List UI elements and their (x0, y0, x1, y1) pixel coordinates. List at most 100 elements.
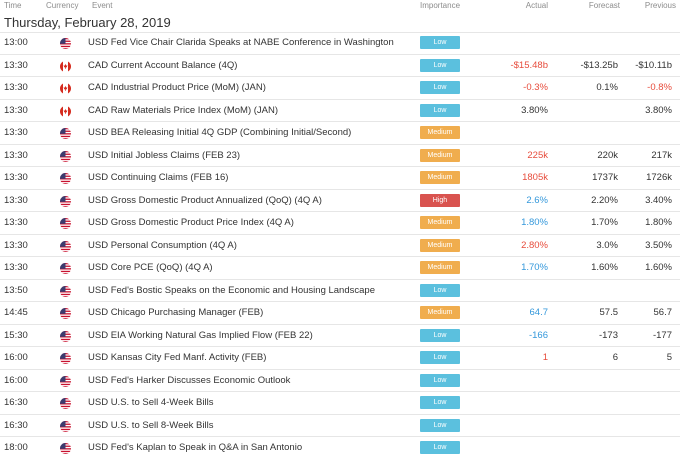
table-row[interactable]: 16:30 USD U.S. to Sell 8-Week Bills Low (0, 415, 680, 437)
event-time: 13:00 (4, 37, 28, 48)
importance-badge: Low (420, 373, 460, 387)
event-name[interactable]: USD U.S. to Sell 4-Week Bills (88, 397, 214, 408)
ca-flag-icon (60, 105, 71, 117)
event-name[interactable]: CAD Industrial Product Price (MoM) (JAN) (88, 82, 266, 93)
event-name[interactable]: CAD Current Account Balance (4Q) (88, 59, 238, 71)
table-row[interactable]: 16:00 USD Fed's Harker Discusses Economi… (0, 370, 680, 392)
us-flag-icon (60, 353, 71, 364)
importance-badge: Low (420, 58, 460, 72)
event-time: 13:30 (4, 217, 28, 228)
event-name[interactable]: USD Continuing Claims (FEB 16) (88, 172, 229, 183)
previous-value: 1726k (646, 172, 672, 183)
event-time: 13:30 (4, 104, 28, 116)
us-flag-icon (60, 195, 71, 207)
us-flag-icon (60, 308, 71, 319)
table-row[interactable]: 14:45 USD Chicago Purchasing Manager (FE… (0, 302, 680, 325)
column-header-forecast[interactable]: Forecast (588, 1, 620, 10)
us-flag-icon (60, 263, 71, 274)
actual-value: -$15.48b (510, 59, 548, 71)
importance-badge: Low (420, 36, 460, 49)
column-header-importance[interactable]: Importance (420, 1, 461, 10)
table-row[interactable]: 13:00 USD Fed Vice Chair Clarida Speaks … (0, 32, 680, 55)
table-row[interactable]: 13:30 USD Gross Domestic Product Annuali… (0, 190, 680, 212)
importance-badge: Medium (420, 171, 460, 184)
event-name[interactable]: USD Fed's Kaplan to Speak in Q&A in San … (88, 442, 303, 453)
table-row[interactable]: 13:50 USD Fed's Bostic Speaks on the Eco… (0, 280, 680, 302)
importance-badge: Low (420, 103, 460, 117)
table-row[interactable]: 16:00 USD Kansas City Fed Manf. Activity… (0, 347, 680, 370)
event-name[interactable]: USD Chicago Purchasing Manager (FEB) (88, 307, 264, 318)
actual-value: -166 (528, 329, 548, 341)
event-name[interactable]: USD U.S. to Sell 8-Week Bills (88, 419, 214, 431)
event-time: 13:30 (4, 262, 28, 273)
importance-badge: Low (420, 351, 460, 364)
importance-badge: Medium (420, 216, 460, 229)
actual-value: 64.7 (529, 307, 549, 318)
table-row[interactable]: 13:30 USD Continuing Claims (FEB 16) Med… (0, 167, 680, 190)
event-name[interactable]: USD EIA Working Natural Gas Implied Flow… (88, 329, 313, 341)
table-row[interactable]: 13:30 CAD Raw Materials Price Index (MoM… (0, 100, 680, 122)
importance-badge: Medium (420, 238, 460, 252)
event-time: 16:30 (4, 419, 28, 431)
table-row[interactable]: 13:30 CAD Current Account Balance (4Q) L… (0, 55, 680, 77)
column-header-time[interactable]: Time (4, 1, 22, 10)
table-row[interactable]: 13:30 USD Core PCE (QoQ) (4Q A) Medium 1… (0, 257, 680, 280)
actual-value: 1805k (522, 172, 548, 183)
us-flag-icon (60, 398, 71, 409)
event-time: 16:00 (4, 374, 28, 386)
forecast-value: 1737k (592, 172, 618, 183)
event-name[interactable]: USD Personal Consumption (4Q A) (88, 239, 237, 251)
forecast-value: 220k (597, 149, 618, 161)
us-flag-icon (60, 218, 71, 229)
table-row[interactable]: 13:30 USD BEA Releasing Initial 4Q GDP (… (0, 122, 680, 145)
table-row[interactable]: 18:00 USD Fed's Kaplan to Speak in Q&A i… (0, 437, 680, 459)
forecast-value: 57.5 (599, 307, 619, 318)
importance-badge: Low (420, 328, 460, 342)
column-header-previous[interactable]: Previous (644, 1, 676, 10)
event-time: 16:30 (4, 397, 28, 408)
previous-value: 3.50% (645, 239, 672, 251)
importance-badge: Medium (420, 261, 460, 274)
us-flag-icon (60, 420, 71, 432)
event-time: 14:45 (4, 307, 28, 318)
actual-value: 3.80% (521, 104, 548, 116)
importance-badge: High (420, 193, 460, 207)
table-row[interactable]: 13:30 USD Personal Consumption (4Q A) Me… (0, 235, 680, 257)
column-header-actual[interactable]: Actual (525, 1, 548, 10)
table-header: Time Currency Event Importance Actual Fo… (0, 0, 680, 12)
column-header-event[interactable]: Event (92, 1, 113, 10)
event-time: 18:00 (4, 442, 28, 453)
event-name[interactable]: USD Fed's Harker Discusses Economic Outl… (88, 374, 291, 386)
previous-value: 5 (666, 352, 672, 363)
table-row[interactable]: 15:30 USD EIA Working Natural Gas Implie… (0, 325, 680, 347)
previous-value: -177 (652, 329, 672, 341)
table-row[interactable]: 13:30 USD Gross Domestic Product Price I… (0, 212, 680, 235)
column-header-currency[interactable]: Currency (46, 1, 79, 10)
importance-badge: Low (420, 396, 460, 409)
table-row[interactable]: 13:30 CAD Industrial Product Price (MoM)… (0, 77, 680, 100)
event-name[interactable]: USD BEA Releasing Initial 4Q GDP (Combin… (88, 127, 352, 138)
table-row[interactable]: 16:30 USD U.S. to Sell 4-Week Bills Low (0, 392, 680, 415)
actual-value: 2.6% (526, 194, 548, 206)
event-name[interactable]: USD Gross Domestic Product Price Index (… (88, 217, 294, 228)
forecast-value: 3.0% (596, 239, 618, 251)
previous-value: 3.80% (645, 104, 672, 116)
event-name[interactable]: CAD Raw Materials Price Index (MoM) (JAN… (88, 104, 279, 116)
table-row[interactable]: 13:30 USD Initial Jobless Claims (FEB 23… (0, 145, 680, 167)
event-name[interactable]: USD Core PCE (QoQ) (4Q A) (88, 262, 213, 273)
event-name[interactable]: USD Initial Jobless Claims (FEB 23) (88, 149, 241, 161)
event-time: 13:30 (4, 149, 28, 161)
event-time: 13:30 (4, 194, 28, 206)
previous-value: -0.8% (647, 82, 672, 93)
previous-value: 217k (651, 149, 672, 161)
events-table: 13:00 USD Fed Vice Chair Clarida Speaks … (0, 32, 680, 459)
event-time: 13:30 (4, 172, 28, 183)
forecast-value: 0.1% (596, 82, 618, 93)
importance-badge: Medium (420, 126, 460, 139)
event-time: 13:30 (4, 239, 28, 251)
event-name[interactable]: USD Kansas City Fed Manf. Activity (FEB) (88, 352, 267, 363)
event-name[interactable]: USD Fed's Bostic Speaks on the Economic … (88, 284, 375, 296)
event-name[interactable]: USD Gross Domestic Product Annualized (Q… (88, 194, 322, 206)
event-time: 13:30 (4, 59, 28, 71)
event-name[interactable]: USD Fed Vice Chair Clarida Speaks at NAB… (88, 37, 394, 48)
